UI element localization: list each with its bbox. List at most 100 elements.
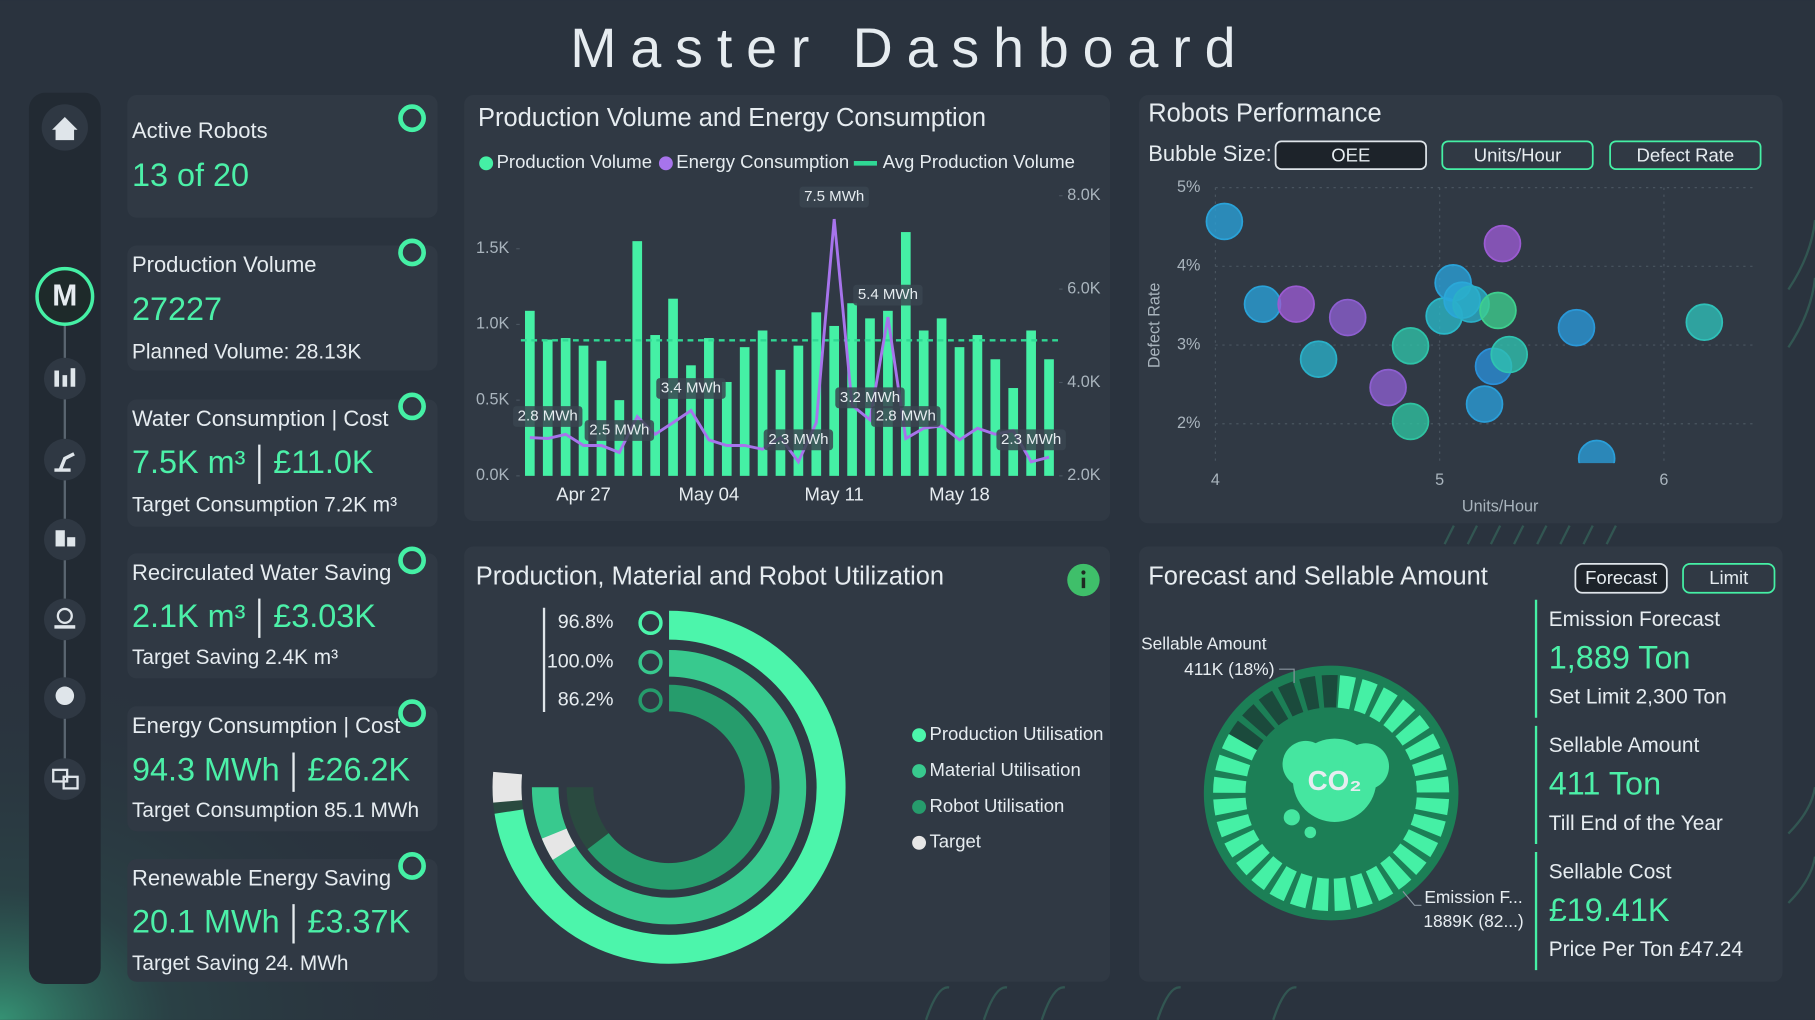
x-tick-label: May 11 bbox=[805, 483, 864, 504]
data-label-bg bbox=[835, 387, 905, 409]
info-icon bbox=[1081, 577, 1086, 589]
forecast-button[interactable] bbox=[1682, 562, 1776, 594]
y2-tick-label: 4.0K bbox=[1067, 373, 1101, 391]
ring-value-label: 86.2% bbox=[558, 689, 614, 711]
utilization-title: Production, Material and Robot Utilizati… bbox=[476, 562, 944, 590]
data-label-bg bbox=[799, 186, 869, 208]
forecast-button[interactable] bbox=[1574, 562, 1668, 594]
kpi-label: Sellable Cost bbox=[1549, 860, 1672, 883]
bubble bbox=[1577, 439, 1616, 464]
button-label: Defect Rate bbox=[1636, 144, 1734, 165]
kpi-sub: Target Saving 24. MWh bbox=[132, 952, 348, 975]
x-tick-label: May 04 bbox=[679, 483, 740, 504]
kpi-card bbox=[127, 95, 438, 218]
info-icon bbox=[1081, 570, 1086, 575]
y-tick-label: 1.0K bbox=[476, 315, 510, 333]
bar bbox=[811, 312, 822, 476]
bar bbox=[954, 347, 965, 476]
legend-label: Production Utilisation bbox=[929, 723, 1103, 744]
data-label-bg bbox=[513, 406, 583, 427]
nav-energy[interactable] bbox=[43, 598, 86, 641]
legend-swatch bbox=[912, 799, 927, 814]
bubble bbox=[1557, 308, 1596, 347]
x-tick-label: May 18 bbox=[929, 483, 990, 504]
legend-label: Avg Production Volume bbox=[883, 151, 1075, 172]
kpi-value: 13 of 20 bbox=[132, 157, 249, 193]
data-label-bg bbox=[871, 406, 941, 427]
kpi-value: £19.41K bbox=[1549, 892, 1670, 928]
nav-icon bbox=[62, 775, 79, 790]
nav-icon bbox=[70, 368, 76, 387]
ring-value bbox=[531, 650, 807, 925]
donut-slice bbox=[1213, 675, 1450, 912]
kpi-icon bbox=[398, 104, 426, 133]
y-tick-label: 0.5K bbox=[476, 390, 510, 408]
bubble bbox=[1465, 385, 1504, 423]
ring-icon bbox=[638, 650, 663, 675]
bubble-size-button[interactable] bbox=[1274, 140, 1427, 170]
kpi-value: 411 Ton bbox=[1549, 766, 1661, 802]
bubble-size-button[interactable] bbox=[1609, 140, 1762, 170]
nav-icon bbox=[54, 370, 60, 387]
legend-swatch bbox=[479, 156, 494, 171]
ring-target bbox=[541, 828, 576, 860]
cloud-dot bbox=[1304, 826, 1317, 839]
kpi-cost: £26.2K bbox=[307, 752, 410, 788]
ring-value-label: 96.8% bbox=[558, 611, 614, 633]
x-tick-label: Apr 27 bbox=[556, 483, 611, 504]
ring-target bbox=[492, 771, 523, 803]
slice-label: 1889K (82...) bbox=[1423, 911, 1523, 931]
legend-label: Energy Consumption bbox=[676, 151, 849, 172]
slice-name: Sellable Amount bbox=[1141, 633, 1267, 653]
button-label: Forecast bbox=[1585, 567, 1658, 588]
bar bbox=[704, 338, 714, 476]
forecast-title: Forecast and Sellable Amount bbox=[1148, 562, 1488, 590]
kpi-sub: Planned Volume: 28.13K bbox=[132, 341, 361, 364]
bar bbox=[972, 335, 983, 476]
kpi-label: Recirculated Water Saving bbox=[132, 560, 391, 585]
y-tick-label: 3% bbox=[1177, 335, 1200, 353]
kpi-icon bbox=[398, 392, 426, 421]
bar bbox=[650, 335, 660, 476]
nav-icons bbox=[35, 104, 95, 800]
y2-tick-label: 2.0K bbox=[1067, 466, 1101, 484]
kpi-sub: Target Consumption 7.2K m³ bbox=[132, 493, 397, 516]
kpi-card bbox=[127, 245, 438, 371]
bubble bbox=[1391, 402, 1430, 441]
legend-label: Production Volume bbox=[497, 151, 652, 172]
kpi-sub: Price Per Ton £47.24 bbox=[1549, 938, 1743, 961]
data-label: 7.5 MWh bbox=[804, 188, 864, 205]
y-tick-label: 5% bbox=[1177, 178, 1200, 196]
x-tick-label: 6 bbox=[1659, 471, 1668, 489]
data-label: 5.4 MWh bbox=[858, 286, 918, 303]
cloud-dot bbox=[1283, 809, 1300, 826]
production-title: Production Volume and Energy Consumption bbox=[478, 104, 986, 132]
kpi-card bbox=[127, 399, 438, 527]
kpi-value: 2.1K m³ bbox=[132, 598, 246, 634]
kpi-sub: Set Limit 2,300 Ton bbox=[1549, 686, 1727, 709]
kpi-icon bbox=[398, 238, 426, 267]
nav-master[interactable] bbox=[35, 266, 95, 326]
kpi-value: 20.1 MWh bbox=[132, 903, 280, 939]
legend-swatch bbox=[912, 728, 927, 743]
bubble bbox=[1483, 224, 1522, 263]
kpi-icon bbox=[398, 852, 426, 880]
button-label: Units/Hour bbox=[1474, 144, 1561, 165]
cloud bbox=[1342, 743, 1390, 790]
legend-swatch bbox=[912, 764, 927, 778]
bar bbox=[1044, 359, 1054, 476]
data-label-bg bbox=[853, 284, 923, 306]
x-tick-label: 4 bbox=[1211, 471, 1220, 489]
kpi-label: Active Robots bbox=[132, 118, 268, 143]
kpi-sub: Target Consumption 85.1 MWh bbox=[132, 799, 419, 822]
data-label: 2.3 MWh bbox=[768, 431, 828, 448]
home-icon bbox=[52, 117, 78, 141]
legend-label: Material Utilisation bbox=[929, 759, 1080, 780]
bubble-size-label: Bubble Size: bbox=[1148, 141, 1271, 166]
kpi-sub: Till End of the Year bbox=[1549, 812, 1723, 835]
bubble-size-button[interactable] bbox=[1441, 140, 1594, 170]
bar bbox=[900, 232, 911, 476]
kpi-label: Emission Forecast bbox=[1549, 608, 1721, 631]
bar bbox=[936, 318, 947, 476]
cloud bbox=[1282, 740, 1329, 788]
